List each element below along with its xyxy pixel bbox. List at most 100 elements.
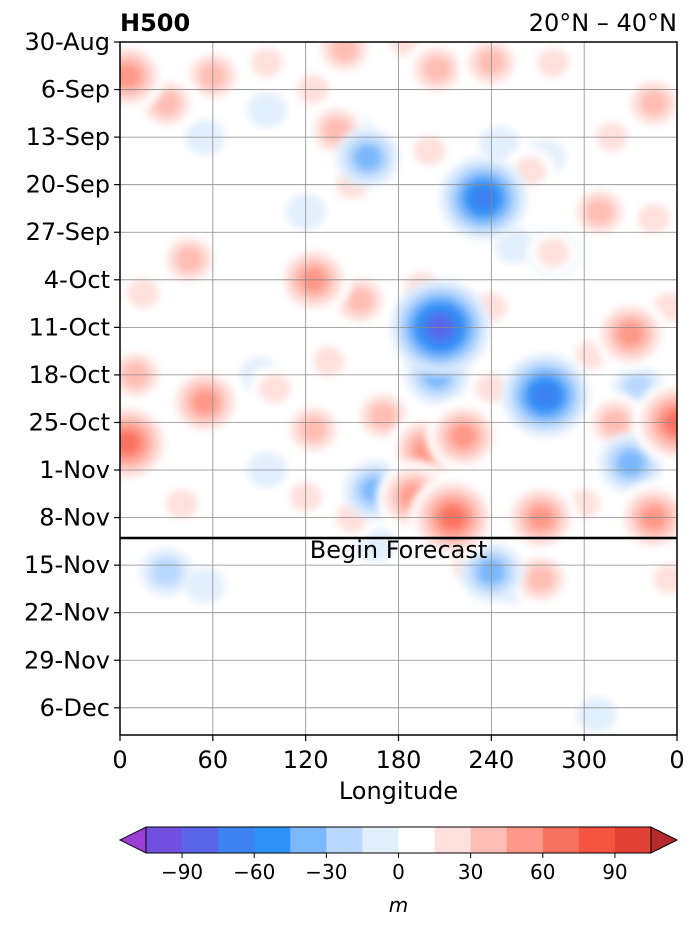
y-tick-label: 22-Nov — [24, 599, 110, 627]
anomaly-contour — [150, 557, 183, 587]
anomaly-cell — [355, 655, 396, 692]
y-tick-label: 15-Nov — [24, 551, 110, 579]
anomaly-contour — [532, 383, 559, 408]
anomaly-contour — [471, 186, 497, 211]
colorbar-bin — [434, 827, 472, 853]
anomaly-cell — [688, 656, 697, 692]
anomaly-cell — [403, 126, 456, 175]
x-tick-label: 0 — [669, 746, 684, 774]
colorbar-tick-label: 60 — [530, 860, 555, 884]
anomaly-contour — [175, 246, 204, 273]
anomaly-cell — [598, 433, 663, 494]
anomaly-cell — [425, 400, 502, 473]
anomaly-cell — [576, 696, 617, 733]
anomaly-cell — [494, 227, 535, 264]
y-tick-label: 1-Nov — [39, 456, 110, 484]
anomaly-contour — [494, 227, 535, 264]
colorbar-bin — [254, 827, 291, 853]
y-tick-label: 18-Oct — [29, 361, 110, 389]
heatmap-field — [120, 42, 697, 735]
colorbar-bin — [218, 827, 255, 853]
anomaly-contour — [576, 696, 617, 733]
anomaly-cell — [240, 42, 293, 87]
y-tick-label: 11-Oct — [29, 313, 110, 341]
x-tick-label: 180 — [376, 746, 422, 774]
anomaly-cell — [439, 156, 528, 241]
y-axis: 30-Aug 6-Sep 13-Sep 20-Sep 27-Sep 4-Oct 11-Oct… — [24, 28, 120, 722]
colorbar-bin — [578, 827, 616, 853]
y-tick-label: 29-Nov — [24, 646, 110, 674]
x-tick-label: 0 — [112, 746, 127, 774]
anomaly-contour — [479, 125, 520, 162]
anomaly-cell — [527, 228, 580, 277]
colorbar-bin — [614, 827, 652, 853]
y-tick-label: 13-Sep — [26, 123, 110, 151]
y-tick-label: 30-Aug — [24, 28, 110, 56]
colorbar-tick-label: 0 — [392, 860, 405, 884]
colorbar-bin — [182, 827, 219, 853]
anomaly-cell — [301, 587, 342, 624]
anomaly-cell — [157, 229, 222, 290]
anomaly-contour — [185, 567, 226, 604]
anomaly-cell — [592, 298, 669, 371]
forecast-annotation: Begin Forecast — [310, 536, 488, 564]
anomaly-contour — [653, 563, 677, 594]
chart-title-right: 20°N – 40°N — [529, 9, 677, 37]
colorbar-extend-low — [118, 826, 147, 854]
anomaly-contour — [312, 346, 345, 377]
y-tick-label: 20-Sep — [26, 171, 110, 199]
anomaly-contour — [413, 135, 446, 166]
anomaly-cell — [508, 548, 573, 609]
anomaly-contour — [617, 321, 644, 347]
anomaly-contour — [246, 91, 287, 128]
colorbar-bin — [326, 827, 363, 853]
anomaly-contour — [585, 198, 614, 226]
anomaly-cell — [335, 127, 400, 188]
x-tick-label: 240 — [468, 746, 514, 774]
colorbar-unit-label: m — [389, 893, 408, 917]
colorbar-bin — [506, 827, 544, 853]
anomaly-contour — [120, 63, 141, 89]
x-tick-label: 120 — [283, 746, 329, 774]
anomaly-cell — [281, 399, 346, 460]
colorbar-tick-label: −60 — [233, 860, 275, 884]
anomaly-cell — [627, 194, 677, 243]
anomaly-contour — [639, 89, 669, 117]
anomaly-cell — [155, 480, 208, 528]
anomaly-contour — [301, 587, 342, 624]
anomaly-cell — [643, 554, 677, 603]
colorbar-tick-label: −90 — [161, 860, 203, 884]
y-tick-label: 4-Oct — [44, 266, 110, 294]
anomaly-contour — [537, 47, 570, 78]
anomaly-cell — [312, 42, 377, 79]
anomaly-contour — [353, 144, 382, 171]
heatmap-marks — [120, 42, 697, 733]
anomaly-cell — [140, 547, 193, 596]
anomaly-cell — [567, 181, 632, 242]
anomaly-contour — [152, 89, 181, 117]
chart-title-left: H500 — [120, 9, 190, 37]
anomaly-contour — [299, 415, 328, 443]
x-axis-label: Longitude — [339, 777, 458, 805]
colorbar-bin — [470, 827, 508, 853]
anomaly-contour — [355, 655, 396, 692]
anomaly-contour — [250, 47, 283, 78]
anomaly-contour — [688, 656, 697, 692]
anomaly-cell — [185, 567, 226, 604]
anomaly-contour — [422, 55, 452, 83]
colorbar-tick-label: −30 — [305, 860, 347, 884]
anomaly-cell — [246, 91, 287, 128]
y-tick-label: 25-Oct — [29, 408, 110, 436]
colorbar-bin — [146, 827, 183, 853]
anomaly-cell — [120, 269, 170, 318]
x-axis: 0 60 120 180 240 300 0 — [112, 735, 685, 774]
anomaly-contour — [450, 423, 477, 449]
anomaly-contour — [368, 402, 398, 430]
y-tick-label: 8-Nov — [39, 504, 110, 532]
colorbar-tick-label: 30 — [458, 860, 483, 884]
anomaly-cell — [401, 98, 442, 135]
anomaly-cell — [501, 353, 590, 438]
y-tick-label: 6-Dec — [40, 694, 110, 722]
anomaly-contour — [258, 373, 291, 404]
anomaly-contour — [616, 449, 645, 477]
